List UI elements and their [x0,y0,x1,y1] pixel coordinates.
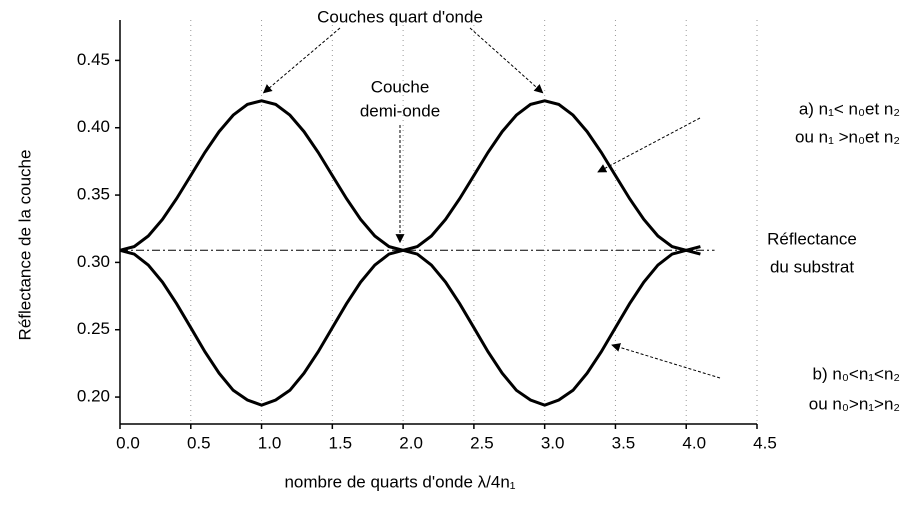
x-tick-label: 3.0 [541,433,565,452]
x-tick-label: 4.5 [753,433,777,452]
x-tick-label: 1.0 [258,433,282,452]
annotation: ou n₁ >n₀et n₂ [795,127,900,146]
line-series [119,99,701,252]
annotation-arrow [262,27,341,94]
annotation: ou n₀>n₁>n₂ [809,394,900,413]
x-tick-label: 0.5 [187,433,211,452]
y-tick-label: 0.25 [77,319,110,338]
annotation: Couches quart d'onde [317,7,483,26]
annotation: Réflectance [767,229,857,248]
y-axis-label: Réflectance de la couche [15,150,34,341]
annotation: a) n₁< n₀et n₂ [799,99,900,118]
x-tick-label: 1.5 [329,433,353,452]
y-tick-label: 0.40 [77,117,110,136]
x-tick-label: 4.0 [682,433,706,452]
annotation: Couche [371,77,430,96]
annotation-arrow [611,343,721,379]
y-tick-label: 0.20 [77,387,110,406]
annotation: b) n₀<n₁<n₂ [813,364,900,383]
x-tick-label: 2.0 [399,433,423,452]
annotation: du substrat [770,257,854,276]
annotation-arrow [469,27,544,94]
annotation-arrow [597,117,701,173]
y-tick-label: 0.45 [77,50,110,69]
x-tick-label: 3.5 [612,433,636,452]
x-axis-label: nombre de quarts d'onde λ/4n₁ [284,472,515,491]
annotation: demi-onde [360,101,440,120]
x-tick-label: 0.0 [116,433,140,452]
y-tick-label: 0.35 [77,185,110,204]
y-tick-label: 0.30 [77,252,110,271]
x-tick-label: 2.5 [470,433,494,452]
line-series [119,248,701,407]
